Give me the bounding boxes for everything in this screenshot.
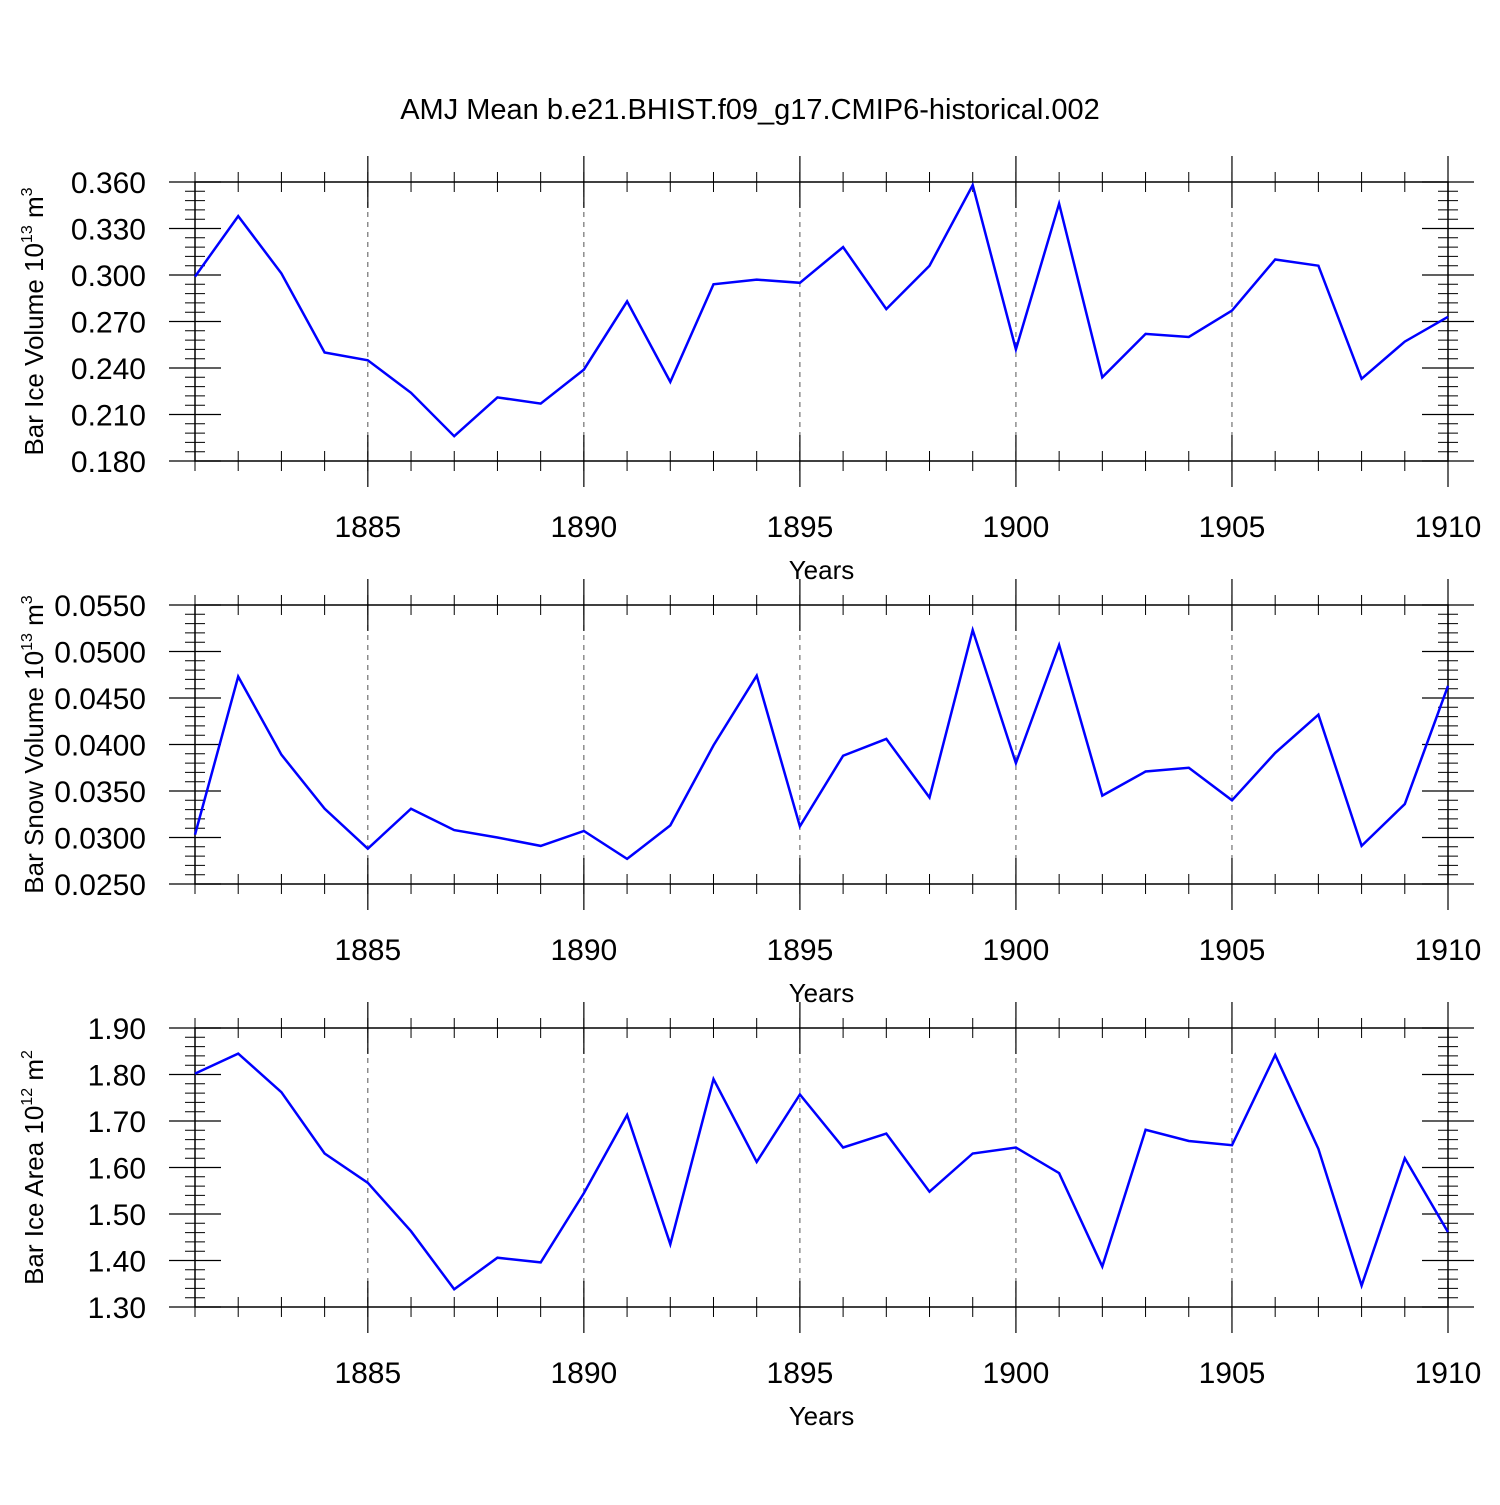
chart-title: AMJ Mean b.e21.BHIST.f09_g17.CMIP6-histo…	[400, 94, 1100, 126]
y-tick-label: 1.90	[88, 1013, 146, 1046]
data-series-line	[195, 185, 1448, 436]
x-axis-label: Years	[789, 555, 855, 585]
y-axis-label-main: Bar Ice Volume 10	[19, 243, 49, 455]
y-tick-label: 1.30	[88, 1292, 146, 1325]
chart-panel-1: 0.180 0.210 0.240 0.270 0.300 0.330 0.360 1885 1…	[19, 156, 1481, 585]
y-axis-label-exponent: 12	[19, 1088, 36, 1106]
plot-frame	[195, 605, 1448, 884]
x-tick-label: 1885	[334, 511, 401, 544]
y-tick-label: 0.0500	[54, 637, 146, 670]
y-tick-label: 0.0550	[54, 590, 146, 623]
x-tick-label: 1885	[334, 1357, 401, 1390]
y-tick-label: 1.80	[88, 1060, 146, 1093]
chart-panel-2: 0.0250 0.0300 0.0350 0.0400 0.0450 0.0500 0.05…	[19, 579, 1481, 1008]
x-tick-label: 1895	[767, 511, 834, 544]
y-axis-label-unit: m	[19, 1059, 49, 1088]
x-tick-label: 1890	[550, 934, 617, 967]
y-tick-label: 0.0250	[54, 869, 146, 902]
y-axis-label-unit-exponent: 2	[19, 1050, 36, 1059]
y-tick-label: 0.300	[71, 260, 146, 293]
x-axis-label: Years	[789, 978, 855, 1008]
plot-frame	[195, 1028, 1448, 1307]
x-tick-label: 1895	[767, 1357, 834, 1390]
y-tick-label: 0.360	[71, 167, 146, 200]
x-tick-label: 1895	[767, 934, 834, 967]
y-axis-label-exponent: 13	[19, 225, 36, 243]
y-axis-label-unit-exponent: 3	[19, 595, 36, 604]
y-tick-label: 0.0350	[54, 776, 146, 809]
x-tick-label: 1905	[1199, 1357, 1266, 1390]
y-tick-label: 0.270	[71, 307, 146, 340]
x-tick-label: 1905	[1199, 934, 1266, 967]
plot-frame	[195, 182, 1448, 461]
y-tick-label: 0.210	[71, 400, 146, 433]
x-tick-label: 1900	[983, 934, 1050, 967]
x-tick-label: 1910	[1415, 1357, 1482, 1390]
y-axis-label-exponent: 13	[19, 633, 36, 651]
x-tick-label: 1905	[1199, 511, 1266, 544]
y-tick-label: 0.0450	[54, 683, 146, 716]
y-axis-label-main: Bar Snow Volume 10	[19, 651, 49, 894]
x-tick-label: 1890	[550, 1357, 617, 1390]
y-axis-label: Bar Snow Volume 1013 m3	[19, 595, 49, 894]
y-axis-label-unit: m	[19, 196, 49, 225]
y-axis-label: Bar Ice Volume 1013 m3	[19, 187, 49, 455]
x-tick-label: 1910	[1415, 934, 1482, 967]
y-axis-label-main: Bar Ice Area 10	[19, 1106, 49, 1285]
x-tick-label: 1900	[983, 511, 1050, 544]
data-series-line	[195, 1054, 1448, 1290]
y-axis-label-unit-exponent: 3	[19, 187, 36, 196]
y-tick-label: 0.330	[71, 214, 146, 247]
y-tick-label: 0.240	[71, 353, 146, 386]
y-tick-label: 0.0400	[54, 730, 146, 763]
y-tick-label: 1.50	[88, 1199, 146, 1232]
y-axis-label-unit: m	[19, 604, 49, 633]
data-series-line	[195, 630, 1448, 859]
chart-panel-3: 1.30 1.40 1.50 1.60 1.70 1.80 1.90 1885 1890 1895…	[19, 1002, 1481, 1431]
y-tick-label: 1.40	[88, 1246, 146, 1279]
y-tick-label: 1.70	[88, 1106, 146, 1139]
x-tick-label: 1890	[550, 511, 617, 544]
y-axis-label: Bar Ice Area 1012 m2	[19, 1050, 49, 1285]
x-axis-label: Years	[789, 1401, 855, 1431]
y-tick-label: 0.180	[71, 446, 146, 479]
y-tick-label: 0.0300	[54, 823, 146, 856]
x-tick-label: 1885	[334, 934, 401, 967]
y-tick-label: 1.60	[88, 1153, 146, 1186]
x-tick-label: 1900	[983, 1357, 1050, 1390]
x-tick-label: 1910	[1415, 511, 1482, 544]
